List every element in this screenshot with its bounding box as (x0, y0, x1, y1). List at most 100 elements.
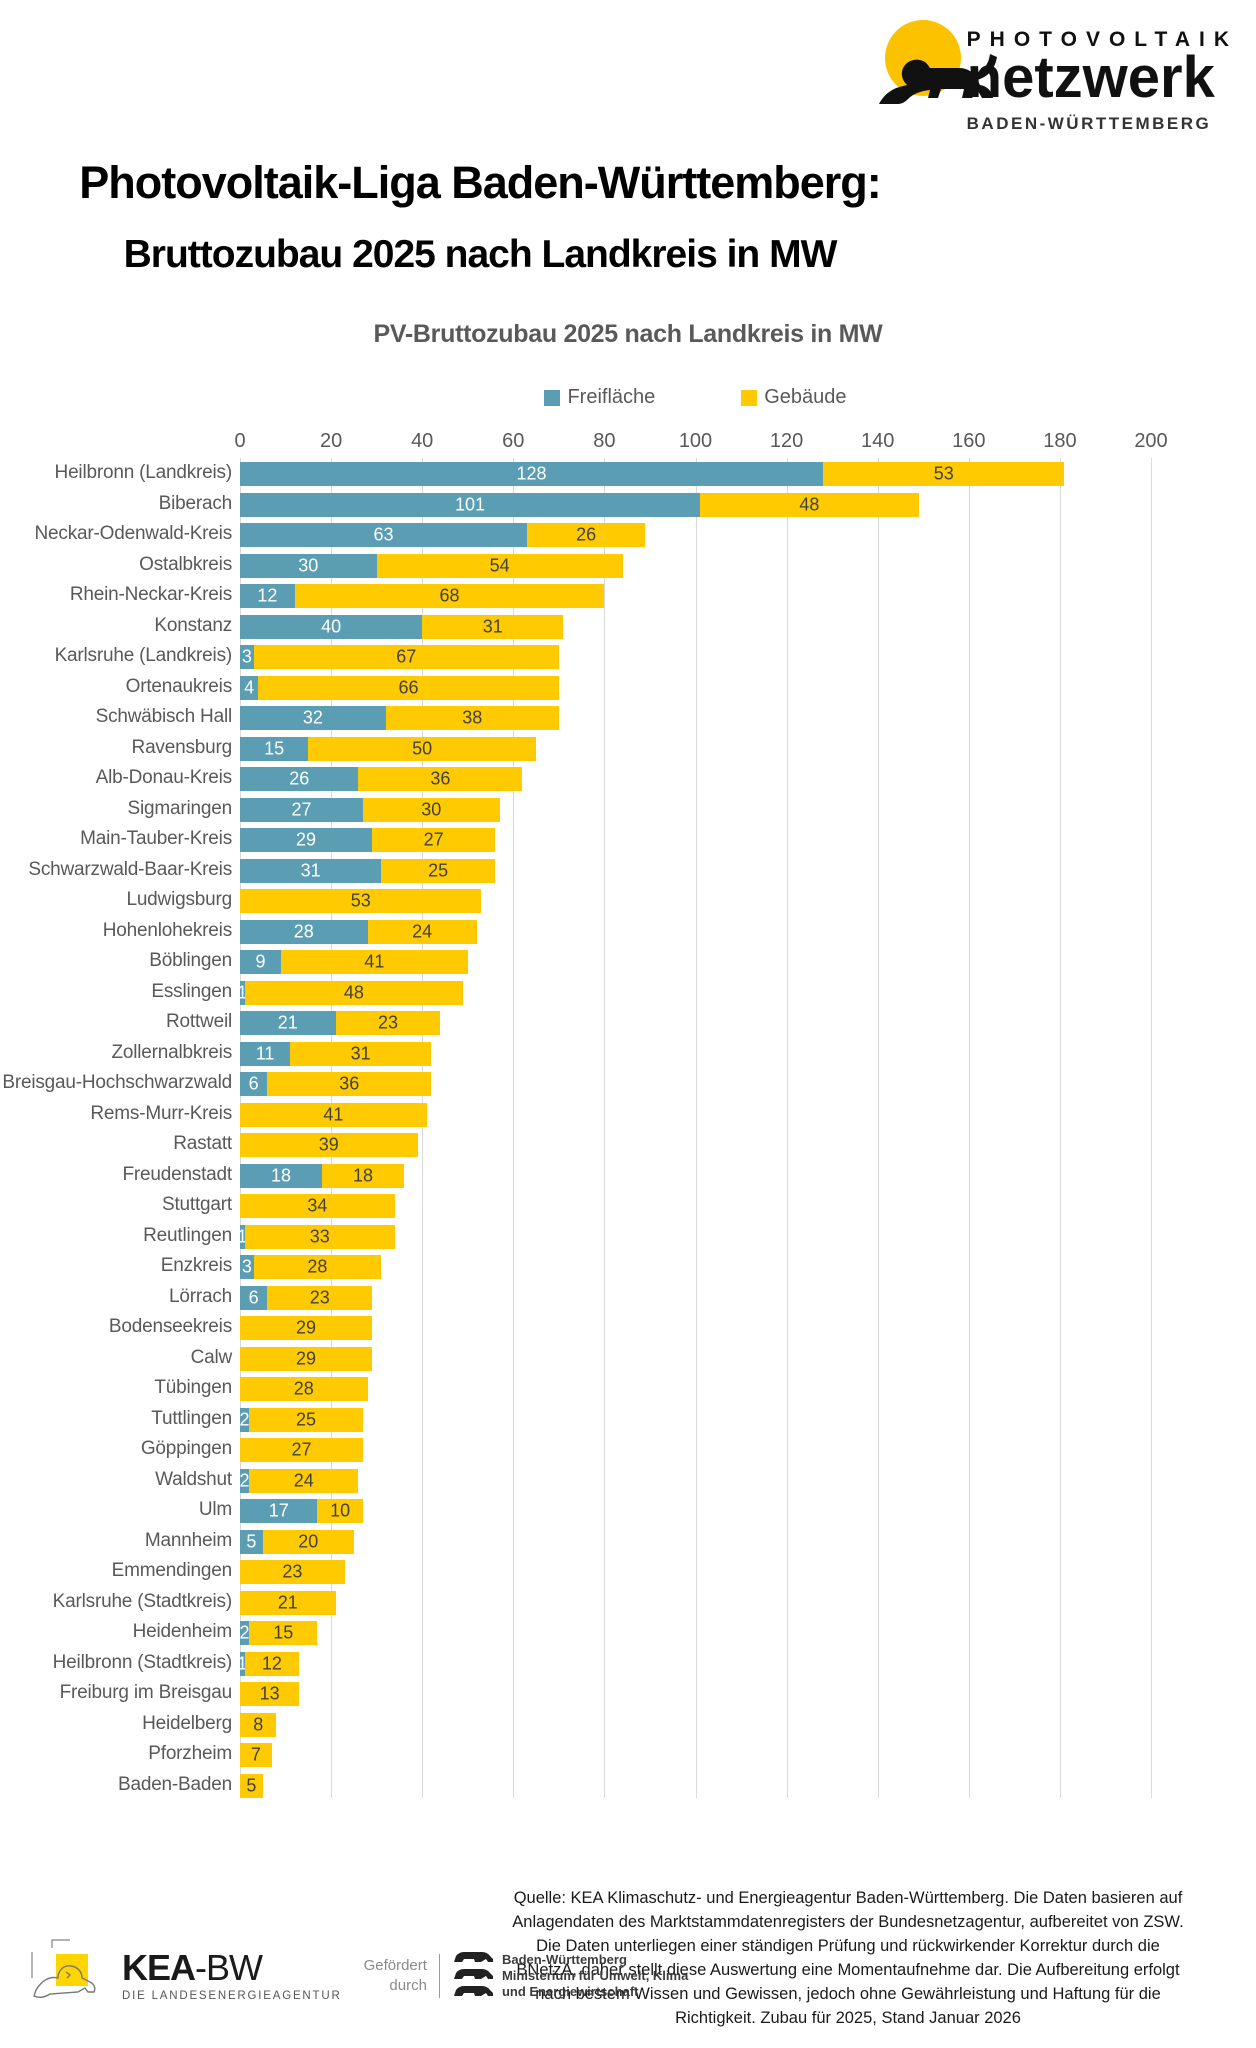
bar-row: Neckar-Odenwald-Kreis 63 26 (35, 523, 1151, 547)
category-label: Tuttlingen (151, 1407, 232, 1429)
bar-stack: Breisgau-Hochschwarzwald 6 36 (2, 1072, 1151, 1096)
category-label: Hohenlohekreis (102, 919, 232, 941)
bar-row: Waldshut 2 24 (155, 1468, 1151, 1493)
gebaeude-segment: 53 (240, 889, 482, 913)
legend-item-gebaeude: Gebäude (741, 386, 847, 409)
bar-row: Sigmaringen 27 30 (128, 797, 1151, 822)
gebaeude-value: 27 (423, 829, 444, 850)
gebaeude-segment: 31 (422, 614, 564, 639)
gridline (1059, 458, 1061, 1798)
bar-stack: Schwäbisch Hall 32 38 (96, 706, 1151, 730)
gebaeude-value: 28 (293, 1378, 314, 1399)
category-label: Ortenaukreis (125, 675, 233, 697)
gebaeude-segment: 54 (376, 553, 623, 578)
gebaeude-value: 36 (430, 768, 451, 789)
category-label: Biberach (158, 492, 233, 514)
bar-row: Alb-Donau-Kreis 26 36 (96, 767, 1151, 791)
gridline (240, 458, 241, 1798)
bar-stack: Biberach 101 48 (159, 492, 1151, 517)
gebaeude-segment: 25 (249, 1407, 363, 1432)
kea-bw-tagline: DIE LANDESENERGIEAGENTUR (122, 1990, 342, 2002)
freiflaeche-segment: 40 (240, 614, 423, 639)
gebaeude-segment: 28 (240, 1377, 368, 1401)
bar-row: Ravensburg 15 50 (132, 736, 1151, 761)
freiflaeche-value: 3 (241, 1256, 252, 1277)
gebaeude-value: 67 (396, 646, 417, 667)
bar-stack: Waldshut 2 24 (155, 1468, 1151, 1493)
bar-stack: Hohenlohekreis 28 24 (103, 919, 1151, 944)
bar-stack: Stuttgart 34 (162, 1194, 1151, 1218)
category-label: Freudenstadt (122, 1163, 232, 1185)
freiflaeche-value: 21 (277, 1012, 298, 1033)
gridline (695, 458, 697, 1798)
bar-row: Freudenstadt 18 18 (122, 1163, 1151, 1188)
gebaeude-value: 24 (412, 921, 433, 941)
freiflaeche-segment: 12 (240, 584, 295, 608)
bar-stack: Heidelberg 8 (142, 1712, 1151, 1737)
gebaeude-swatch-icon (741, 389, 758, 406)
gebaeude-value: 53 (350, 890, 371, 911)
bar-row: Rastatt 39 (173, 1133, 1151, 1157)
freiflaeche-value: 32 (302, 707, 323, 728)
gebaeude-segment: 67 (253, 645, 559, 669)
gebaeude-value: 68 (439, 585, 460, 606)
bar-stack: Baden-Baden 5 (118, 1773, 1151, 1798)
bar-row: Hohenlohekreis 28 24 (103, 919, 1151, 944)
bar-row: Karlsruhe (Stadtkreis) 21 (53, 1590, 1151, 1615)
freiflaeche-segment: 15 (240, 736, 309, 761)
bar-row: Stuttgart 34 (162, 1194, 1151, 1218)
freiflaeche-segment: 31 (240, 858, 382, 883)
gebaeude-value: 10 (330, 1500, 351, 1521)
bar-row: Göppingen 27 (141, 1438, 1151, 1462)
bar-stack: Karlsruhe (Stadtkreis) 21 (53, 1590, 1151, 1615)
ministry-line3: und Energiewirtschaft (501, 1984, 639, 2000)
bar-stack: Heilbronn (Landkreis) 128 53 (55, 462, 1151, 486)
gebaeude-segment: 29 (240, 1316, 373, 1340)
legend-item-freiflaeche: Freifläche (544, 386, 655, 409)
gebaeude-value: 41 (364, 951, 385, 972)
bar-stack: Bodenseekreis 29 (109, 1316, 1151, 1340)
x-axis-tick: 0 (234, 430, 246, 452)
gebaeude-segment: 25 (381, 858, 496, 883)
bar-stack: Pforzheim 7 (148, 1743, 1151, 1767)
gebaeude-value: 31 (350, 1043, 371, 1063)
freiflaeche-segment: 1 (237, 980, 247, 1005)
gebaeude-segment: 7 (240, 1743, 272, 1767)
bar-stack: Rhein-Neckar-Kreis 12 68 (70, 584, 1151, 608)
bar-row: Main-Tauber-Kreis 29 27 (80, 828, 1151, 852)
freiflaeche-value: 11 (255, 1043, 275, 1063)
gebaeude-segment: 12 (244, 1651, 300, 1676)
gebaeude-value: 50 (412, 738, 433, 758)
category-label: Ravensburg (131, 736, 233, 758)
bar-row: Ulm 17 10 (199, 1499, 1151, 1523)
gebaeude-segment: 24 (367, 919, 477, 944)
ministry-line1: Baden-Württemberg (501, 1951, 627, 1967)
bar-stack: Rottweil 21 23 (166, 1011, 1151, 1035)
x-axis-tick: 80 (593, 430, 616, 452)
gridline (1151, 458, 1152, 1798)
category-label: Rems-Murr-Kreis (90, 1102, 232, 1124)
freiflaeche-segment: 17 (240, 1499, 318, 1523)
pv-logo-line3: BADEN-WÜRTTEMBERG (966, 114, 1212, 134)
gebaeude-value: 41 (323, 1104, 344, 1124)
pv-logo-line1: PHOTOVOLTAIK (966, 28, 1238, 51)
bar-row: Pforzheim 7 (148, 1743, 1151, 1767)
category-label: Mannheim (144, 1529, 232, 1551)
gebaeude-segment: 20 (262, 1529, 354, 1554)
bar-row: Konstanz 40 31 (154, 614, 1151, 639)
freiflaeche-swatch-icon (544, 389, 561, 406)
gebaeude-segment: 36 (267, 1072, 432, 1096)
gebaeude-segment: 18 (321, 1163, 404, 1188)
bar-row: Reutlingen 1 33 (143, 1224, 1151, 1249)
gebaeude-value: 54 (489, 555, 510, 575)
gebaeude-value: 66 (398, 677, 419, 697)
category-label: Main-Tauber-Kreis (80, 828, 232, 849)
freiflaeche-value: 3 (241, 646, 252, 667)
bar-row: Ostalbkreis 30 54 (139, 553, 1151, 578)
freiflaeche-segment: 3 (240, 1255, 254, 1279)
page-title-line2: Bruttozubau 2025 nach Landkreis in MW (123, 233, 838, 276)
gebaeude-segment: 36 (358, 767, 523, 791)
freiflaeche-value: 26 (289, 768, 310, 789)
gebaeude-value: 31 (482, 616, 503, 636)
source-line: Anlagendaten des Marktstammdatenregister… (512, 1913, 1184, 1931)
